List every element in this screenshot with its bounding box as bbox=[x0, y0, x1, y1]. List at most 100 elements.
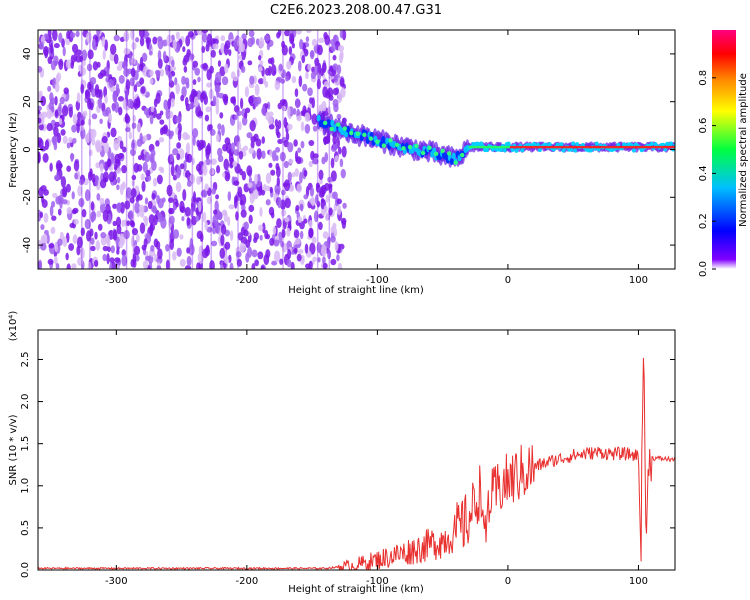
noise-blob bbox=[176, 142, 181, 149]
spectrogram-plot: -300 -200 -100 0 10040200-20-40 Height of st… bbox=[8, 26, 677, 296]
noise-blob bbox=[333, 63, 339, 70]
noise-blob bbox=[294, 248, 298, 253]
signal-peak bbox=[498, 146, 500, 148]
noise-blob bbox=[325, 212, 329, 221]
noise-blob bbox=[177, 248, 182, 257]
noise-blob bbox=[247, 182, 252, 188]
noise-blob bbox=[211, 188, 216, 195]
noise-blob bbox=[266, 199, 271, 205]
noise-blob bbox=[120, 140, 124, 149]
signal-peak bbox=[549, 146, 551, 148]
spectrogram-y-label: Frequency (Hz) bbox=[8, 112, 19, 188]
noise-blob bbox=[244, 222, 249, 231]
noise-blob bbox=[154, 98, 158, 107]
signal-core bbox=[650, 142, 654, 146]
signal-peak bbox=[408, 145, 412, 149]
noise-blob bbox=[289, 33, 294, 44]
noise-blob bbox=[205, 115, 209, 122]
noise-blob bbox=[151, 106, 154, 112]
noise-blob bbox=[185, 207, 191, 217]
signal-peak bbox=[649, 146, 651, 148]
spectrogram-x-tick-label: 100 bbox=[629, 275, 648, 286]
noise-blob bbox=[162, 126, 168, 135]
noise-blob bbox=[261, 150, 266, 159]
noise-blob bbox=[289, 159, 294, 164]
snr-y-tick-label: 2.0 bbox=[20, 394, 31, 410]
noise-blob bbox=[301, 121, 304, 131]
noise-blob bbox=[330, 259, 336, 265]
noise-blob bbox=[252, 190, 258, 200]
noise-blob bbox=[273, 226, 276, 234]
noise-blob bbox=[117, 265, 120, 271]
spectrogram-y-tick-label: 0 bbox=[22, 146, 33, 152]
noise-blob bbox=[68, 243, 74, 251]
noise-blob bbox=[86, 32, 92, 43]
spectrogram-y-tick-label: -20 bbox=[22, 189, 33, 205]
noise-blob bbox=[46, 109, 52, 119]
signal-peak bbox=[421, 151, 425, 155]
signal-peak bbox=[653, 146, 655, 148]
noise-blob bbox=[256, 148, 261, 160]
noise-blob bbox=[125, 115, 130, 124]
signal-core bbox=[503, 148, 507, 152]
noise-blob bbox=[122, 181, 126, 189]
signal-peak bbox=[655, 146, 657, 148]
noise-blob bbox=[270, 170, 275, 176]
signal-core bbox=[595, 141, 599, 145]
noise-blob bbox=[287, 106, 290, 117]
noise-streak bbox=[169, 30, 171, 269]
signal-peak bbox=[537, 146, 539, 148]
noise-blob bbox=[72, 191, 75, 199]
noise-blob bbox=[234, 197, 238, 209]
noise-blob bbox=[223, 159, 229, 171]
noise-blob bbox=[300, 203, 303, 209]
noise-blob bbox=[251, 263, 255, 272]
noise-blob bbox=[92, 39, 96, 50]
noise-blob bbox=[276, 131, 280, 138]
noise-blob bbox=[63, 87, 69, 94]
noise-blob bbox=[185, 77, 189, 85]
signal-peak bbox=[494, 146, 496, 148]
noise-blob bbox=[185, 170, 190, 177]
colorbar: 0.00.20.40.60.8 Normalized spectral ampl… bbox=[698, 30, 749, 277]
noise-blob bbox=[76, 246, 80, 256]
noise-blob bbox=[285, 198, 291, 208]
noise-blob bbox=[302, 84, 307, 92]
colorbar-label: Normalized spectral amplitude bbox=[738, 73, 749, 227]
noise-blob bbox=[100, 232, 106, 238]
signal-peak bbox=[604, 146, 606, 148]
noise-blob bbox=[224, 172, 230, 182]
noise-blob bbox=[309, 97, 313, 104]
signal-peak bbox=[616, 146, 618, 148]
noise-streak bbox=[133, 30, 135, 269]
noise-blob bbox=[103, 49, 106, 60]
noise-blob bbox=[337, 205, 341, 215]
noise-blob bbox=[229, 204, 235, 209]
snr-y-tick-label: 2.5 bbox=[20, 352, 31, 368]
noise-blob bbox=[58, 59, 63, 70]
noise-blob bbox=[241, 66, 245, 73]
noise-blob bbox=[175, 83, 179, 94]
signal-peak bbox=[663, 146, 665, 148]
signal-peak bbox=[484, 146, 486, 148]
noise-blob bbox=[186, 142, 190, 154]
noise-blob bbox=[90, 77, 96, 85]
signal-peak bbox=[629, 146, 631, 148]
signal-peak bbox=[592, 146, 594, 148]
noise-blob bbox=[51, 227, 56, 234]
noise-blob bbox=[43, 153, 49, 163]
noise-blob bbox=[104, 95, 107, 104]
noise-blob bbox=[153, 178, 157, 187]
signal-peak bbox=[475, 146, 477, 148]
noise-blob bbox=[297, 254, 302, 262]
noise-blob bbox=[222, 144, 228, 152]
noise-blob bbox=[239, 151, 243, 160]
noise-blob bbox=[231, 142, 235, 152]
noise-blob bbox=[170, 153, 174, 162]
noise-blob bbox=[95, 175, 98, 187]
noise-blob bbox=[284, 161, 289, 168]
signal-peak bbox=[496, 146, 498, 148]
noise-blob bbox=[107, 246, 111, 252]
signal-peak bbox=[627, 146, 629, 148]
signal-peak bbox=[336, 122, 340, 126]
